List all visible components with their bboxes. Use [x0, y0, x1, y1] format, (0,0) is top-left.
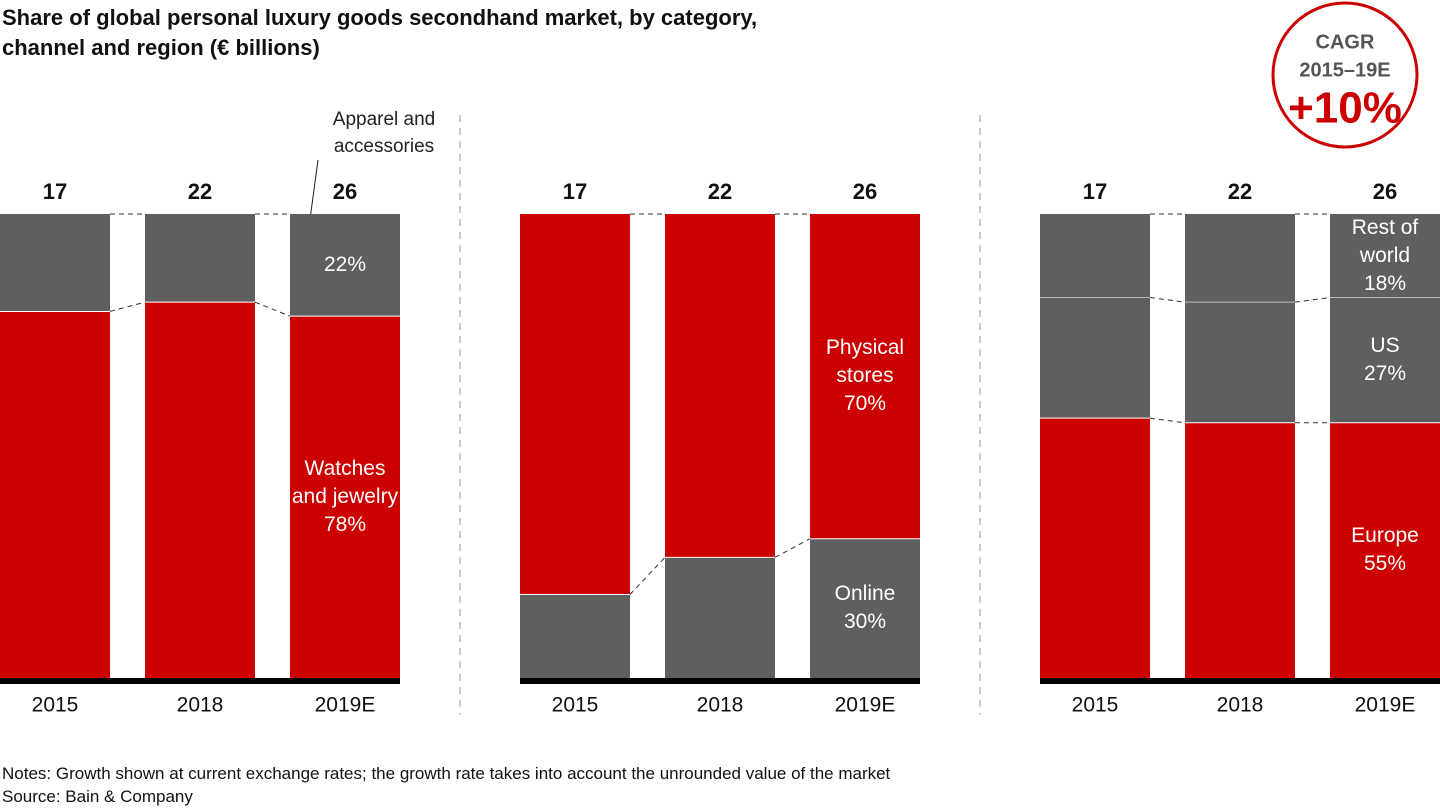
value-label: 55% [1363, 552, 1407, 576]
series-name: Physical stores [825, 336, 905, 388]
baseline [520, 678, 920, 684]
baseline [1040, 678, 1440, 684]
bar-segment [520, 214, 630, 595]
segment-label: 22% [290, 214, 400, 316]
total-label: 26 [853, 179, 877, 204]
total-label: 22 [188, 179, 212, 204]
x-tick-label: 2015 [32, 694, 79, 717]
cagr-label: CAGR [1316, 31, 1375, 53]
bar-segment [0, 214, 110, 312]
series-name: Watches and jewelry [291, 457, 399, 509]
baseline [0, 678, 400, 684]
total-label: 22 [708, 179, 732, 204]
connector [1149, 417, 1186, 424]
segment-label: Europe 55% [1330, 423, 1440, 678]
x-tick-label: 2018 [697, 694, 744, 717]
x-tick-label: 2018 [177, 694, 224, 717]
bar-segment [520, 594, 630, 678]
x-tick-label: 2018 [1217, 694, 1264, 717]
bar-segment [1330, 422, 1440, 678]
cagr-circle [1271, 1, 1419, 149]
value-label: 18% [1363, 271, 1407, 295]
series-annotation: Apparel and accessories [332, 109, 436, 157]
series-name: US [1370, 334, 1400, 358]
bar-segment [1040, 214, 1150, 298]
value-label: 78% [323, 513, 367, 537]
notes: Notes: Growth shown at current exchange … [2, 764, 891, 783]
bar-segment [665, 214, 775, 558]
bar-segment [1330, 297, 1440, 423]
bar-segment [1040, 418, 1150, 678]
bar-segment [290, 316, 400, 678]
cagr-period: 2015–19E [1299, 59, 1390, 81]
title: Share of global personal luxury goods se… [2, 5, 758, 60]
source: Source: Bain & Company [2, 787, 193, 806]
value-label: 27% [1363, 362, 1407, 386]
connector [774, 538, 811, 558]
x-tick-label: 2019E [1355, 694, 1416, 717]
connector [1149, 297, 1186, 303]
total-label: 17 [563, 179, 587, 204]
total-label: 26 [333, 179, 357, 204]
bar-segment [1040, 297, 1150, 419]
segment-label: Online 30% [810, 539, 920, 678]
total-label: 22 [1228, 179, 1252, 204]
value-label: 70% [843, 392, 887, 416]
cagr-value: +10% [1288, 84, 1402, 133]
segment-label: US 27% [1330, 298, 1440, 423]
x-tick-label: 2019E [315, 694, 376, 717]
connector [109, 301, 146, 312]
bar-segment [1185, 422, 1295, 678]
segment-label: Physical stores 70% [810, 214, 920, 539]
value-label: 22% [323, 253, 367, 277]
x-tick-label: 2019E [835, 694, 896, 717]
total-label: 17 [43, 179, 67, 204]
connector [629, 557, 666, 595]
series-name: Rest of world [1351, 215, 1419, 267]
total-label: 17 [1083, 179, 1107, 204]
bar-segment [0, 311, 110, 678]
x-tick-label: 2015 [552, 694, 599, 717]
bar-segment [1185, 214, 1295, 303]
bar-segment [1185, 302, 1295, 423]
bar-segment [145, 214, 255, 303]
connector [254, 301, 291, 317]
bar-segment [1330, 214, 1440, 298]
bar-segment [290, 214, 400, 317]
series-name: Online [834, 582, 896, 606]
total-label: 26 [1373, 179, 1397, 204]
bar-segment [145, 302, 255, 678]
connector [1294, 297, 1331, 303]
segment-label: Watches and jewelry 78% [290, 316, 400, 678]
series-name: Europe [1351, 524, 1419, 548]
bar-segment [810, 538, 920, 678]
segment-label: Rest of world 18% [1330, 214, 1440, 298]
value-label: 30% [843, 610, 887, 634]
bar-segment [810, 214, 920, 539]
bar-segment [665, 557, 775, 678]
x-tick-label: 2015 [1072, 694, 1119, 717]
